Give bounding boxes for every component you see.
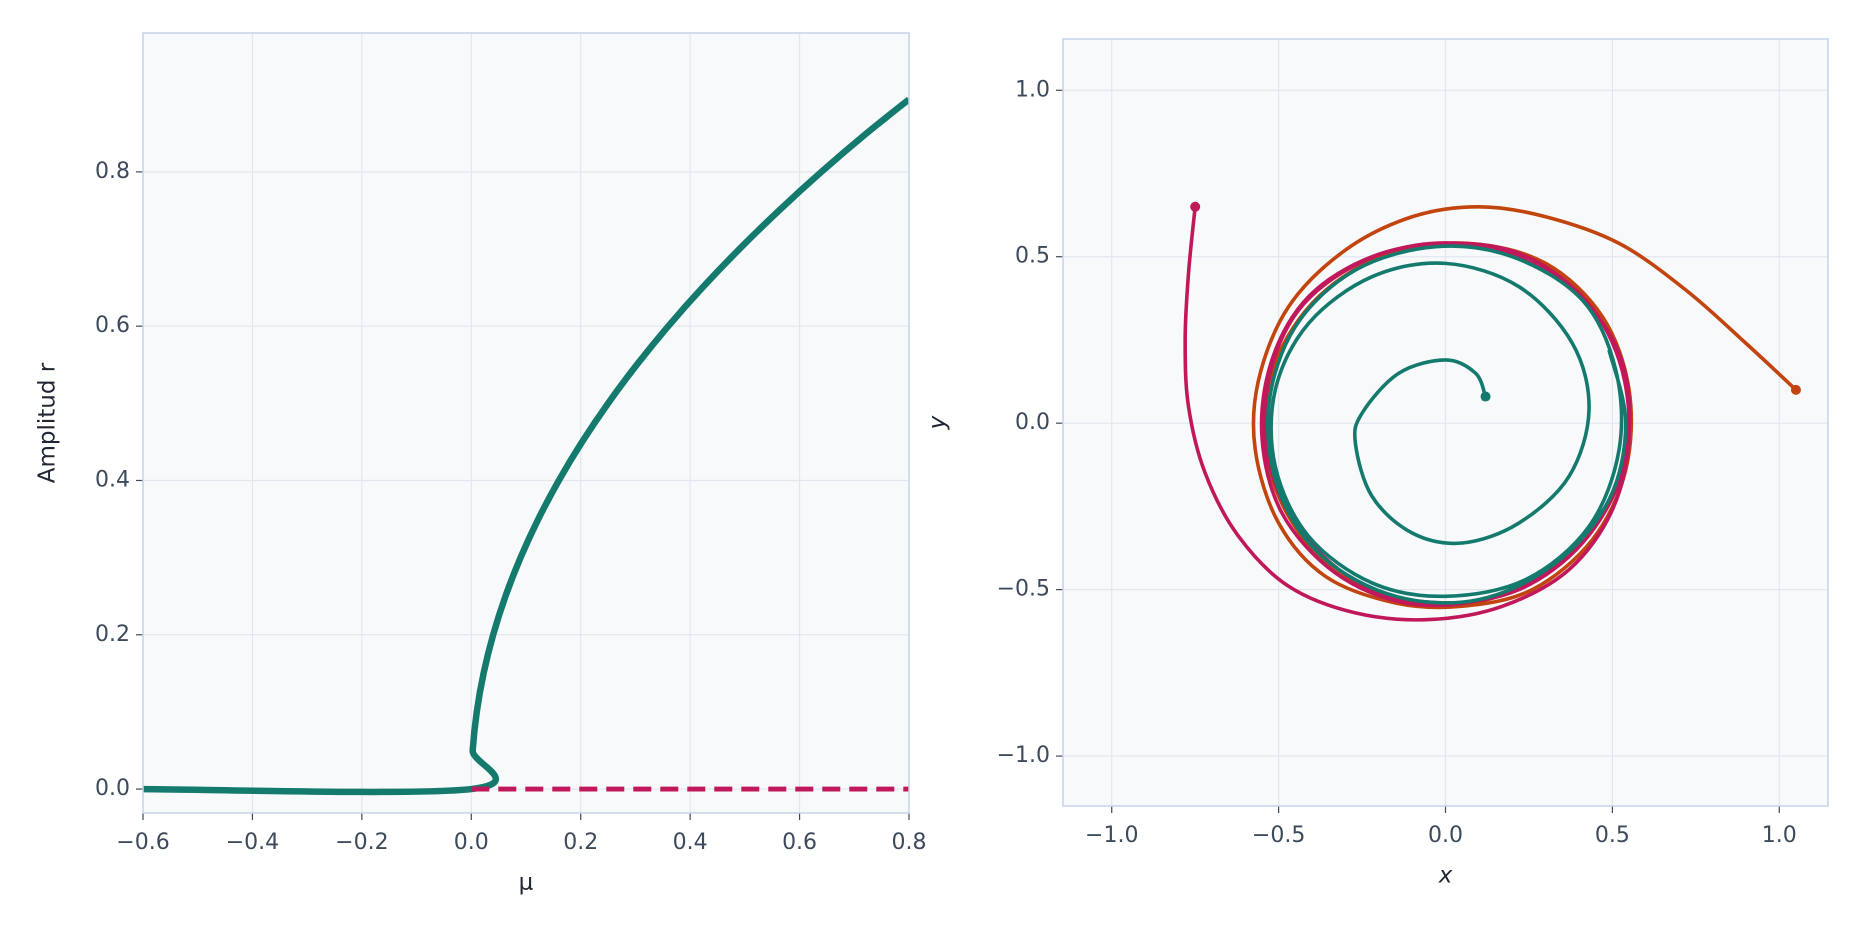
y-tick-label: 0.0 [95,776,130,801]
y-axis-label: y [925,415,951,430]
y-tick-label: 0.2 [95,622,130,647]
x-tick-label: −0.5 [1252,823,1305,848]
y-tick-label: −0.5 [997,577,1050,602]
y-axis-label: Amplitud r [35,362,61,483]
x-tick-label: 1.0 [1762,823,1797,848]
start-marker [1190,201,1201,212]
x-tick-label: 0.4 [673,830,708,855]
y-tick-label: 0.6 [95,313,130,338]
x-axis-label: x [1438,863,1453,889]
x-tick-label: 0.0 [1428,823,1463,848]
x-tick-label: 0.0 [454,830,489,855]
plot-area [143,33,909,813]
start-marker [1790,384,1801,395]
y-tick-label: 1.0 [1015,77,1050,102]
y-tick-label: 0.5 [1015,244,1050,269]
x-tick-label: −1.0 [1085,823,1138,848]
x-tick-label: −0.6 [116,830,169,855]
series-line [1183,206,1632,622]
y-tick-label: 0.4 [95,467,130,492]
start-marker [1480,391,1491,402]
x-tick-label: −0.4 [226,830,279,855]
x-tick-label: 0.8 [892,830,927,855]
x-tick-label: 0.2 [563,830,598,855]
x-axis-label: μ [519,870,534,896]
plot-border [142,32,910,814]
plot-border [1062,38,1829,807]
y-tick-label: 0.8 [95,159,130,184]
series-line [143,96,909,796]
x-tick-label: 0.6 [782,830,817,855]
y-tick-label: −1.0 [997,743,1050,768]
x-tick-label: 0.5 [1595,823,1630,848]
x-tick-label: −0.2 [335,830,388,855]
y-tick-label: 0.0 [1015,410,1050,435]
series-line [1265,244,1628,605]
